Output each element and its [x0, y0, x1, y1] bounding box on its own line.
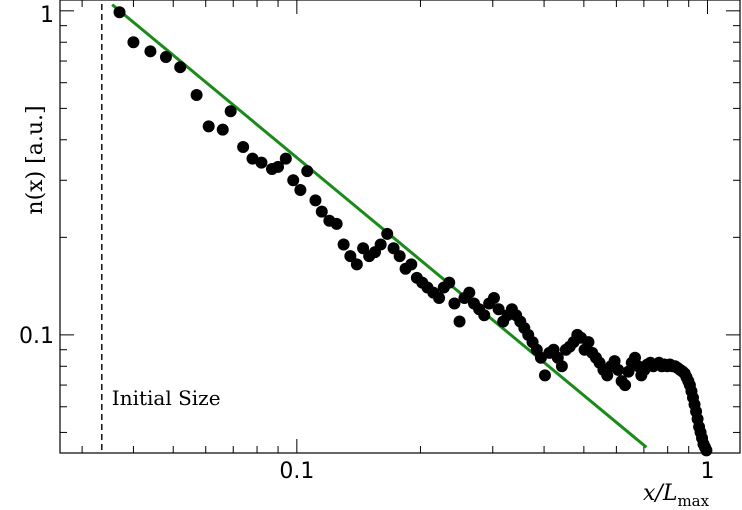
data-point: [330, 217, 343, 230]
x-axis-label-sub: max: [677, 492, 709, 510]
x-axis-label-main: x/L: [643, 481, 677, 506]
data-point: [246, 152, 259, 165]
data-point: [337, 238, 350, 251]
data-point: [202, 120, 215, 133]
tick-labels: 0.1 1 0.1 1: [19, 3, 714, 484]
data-point: [478, 309, 491, 322]
data-point: [294, 183, 307, 196]
data-point: [463, 286, 476, 299]
data-point: [237, 141, 250, 154]
data-point: [555, 360, 568, 373]
data-point: [448, 297, 461, 310]
data-point: [344, 250, 357, 263]
plot-frame: [59, 0, 741, 454]
fit-line: [111, 3, 648, 449]
data-point: [315, 205, 328, 218]
data-point: [582, 336, 595, 349]
data-point: [381, 227, 394, 240]
data-point: [272, 160, 285, 173]
data-point: [255, 156, 268, 169]
data-point: [700, 444, 713, 457]
data-point: [113, 6, 126, 19]
data-point: [174, 61, 187, 74]
data-point: [279, 152, 292, 165]
data-point: [309, 194, 322, 207]
x-axis-label: x/Lmax: [643, 481, 710, 510]
data-point: [350, 258, 363, 271]
data-point: [538, 369, 551, 382]
data-point: [224, 105, 237, 118]
data-point: [190, 88, 203, 101]
data-point: [144, 45, 157, 58]
data-point: [443, 276, 456, 289]
data-point: [433, 291, 446, 304]
data-point: [127, 36, 140, 49]
y-axis-label: n(x) [a.u.]: [23, 105, 48, 214]
initial-size-label: Initial Size: [112, 386, 221, 410]
y-tick-label: 0.1: [19, 324, 54, 349]
data-point: [405, 258, 418, 271]
data-point: [453, 315, 466, 328]
data-point: [612, 363, 625, 376]
data-point: [619, 379, 632, 392]
y-tick-label: 1: [40, 3, 54, 28]
x-tick-label: 1: [700, 459, 714, 484]
data-point: [393, 250, 406, 263]
data-point: [216, 123, 229, 136]
axis-ticks: [60, 0, 740, 453]
data-point: [487, 291, 500, 304]
data-point: [159, 51, 172, 64]
data-points: [113, 6, 713, 457]
data-point: [601, 369, 614, 382]
x-tick-label: 0.1: [279, 459, 314, 484]
data-point: [287, 174, 300, 187]
data-point: [374, 238, 387, 251]
data-point: [301, 165, 314, 178]
data-point: [492, 303, 505, 316]
